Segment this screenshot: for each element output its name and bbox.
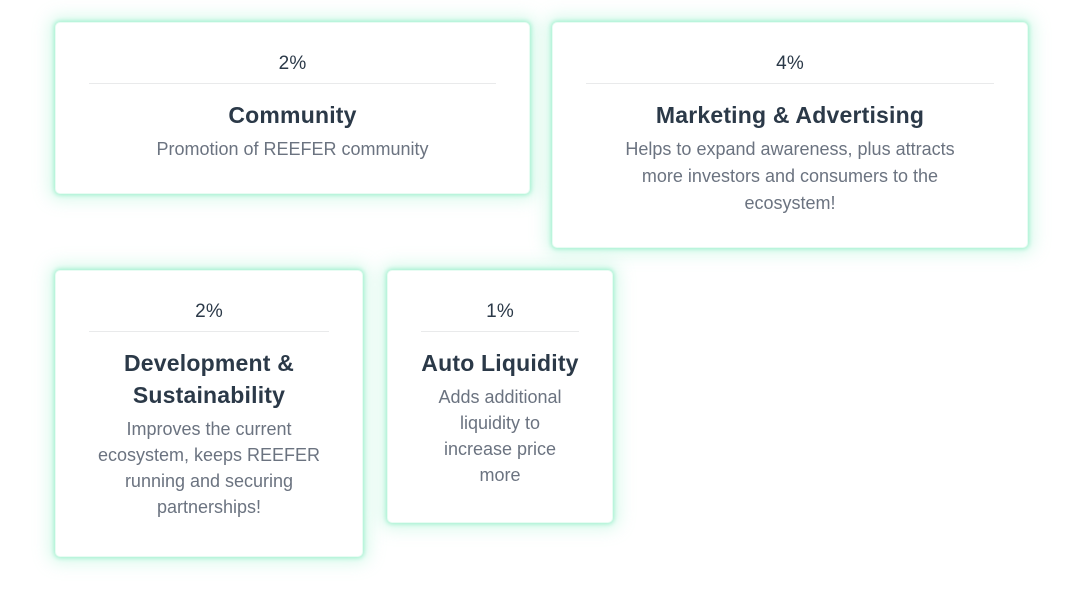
tax-percent: 1%	[486, 301, 514, 322]
card-marketing-advertising: 4% Marketing & Advertising Helps to expa…	[552, 22, 1028, 248]
card-title: Development & Sustainability	[123, 350, 295, 408]
card-description: Improves the current ecosystem, keeps RE…	[97, 419, 321, 517]
card-title: Community	[228, 102, 357, 128]
tax-percent: 2%	[195, 301, 223, 322]
card-title: Auto Liquidity	[421, 350, 579, 376]
divider	[89, 331, 329, 332]
card-auto-liquidity: 1% Auto Liquidity Adds additional liquid…	[387, 270, 613, 523]
card-community: 2% Community Promotion of REEFER communi…	[55, 22, 530, 194]
divider	[89, 83, 496, 84]
tax-percent: 4%	[776, 53, 804, 74]
card-development-sustainability: 2% Development & Sustainability Improves…	[55, 270, 363, 557]
tax-percent: 2%	[278, 53, 307, 74]
divider	[586, 83, 994, 84]
card-description: Adds additional liquidity to increase pr…	[438, 387, 562, 485]
card-description: Promotion of REEFER community	[156, 139, 429, 159]
card-description: Helps to expand awareness, plus attracts…	[625, 139, 955, 213]
divider	[421, 331, 579, 332]
card-title: Marketing & Advertising	[655, 102, 925, 128]
